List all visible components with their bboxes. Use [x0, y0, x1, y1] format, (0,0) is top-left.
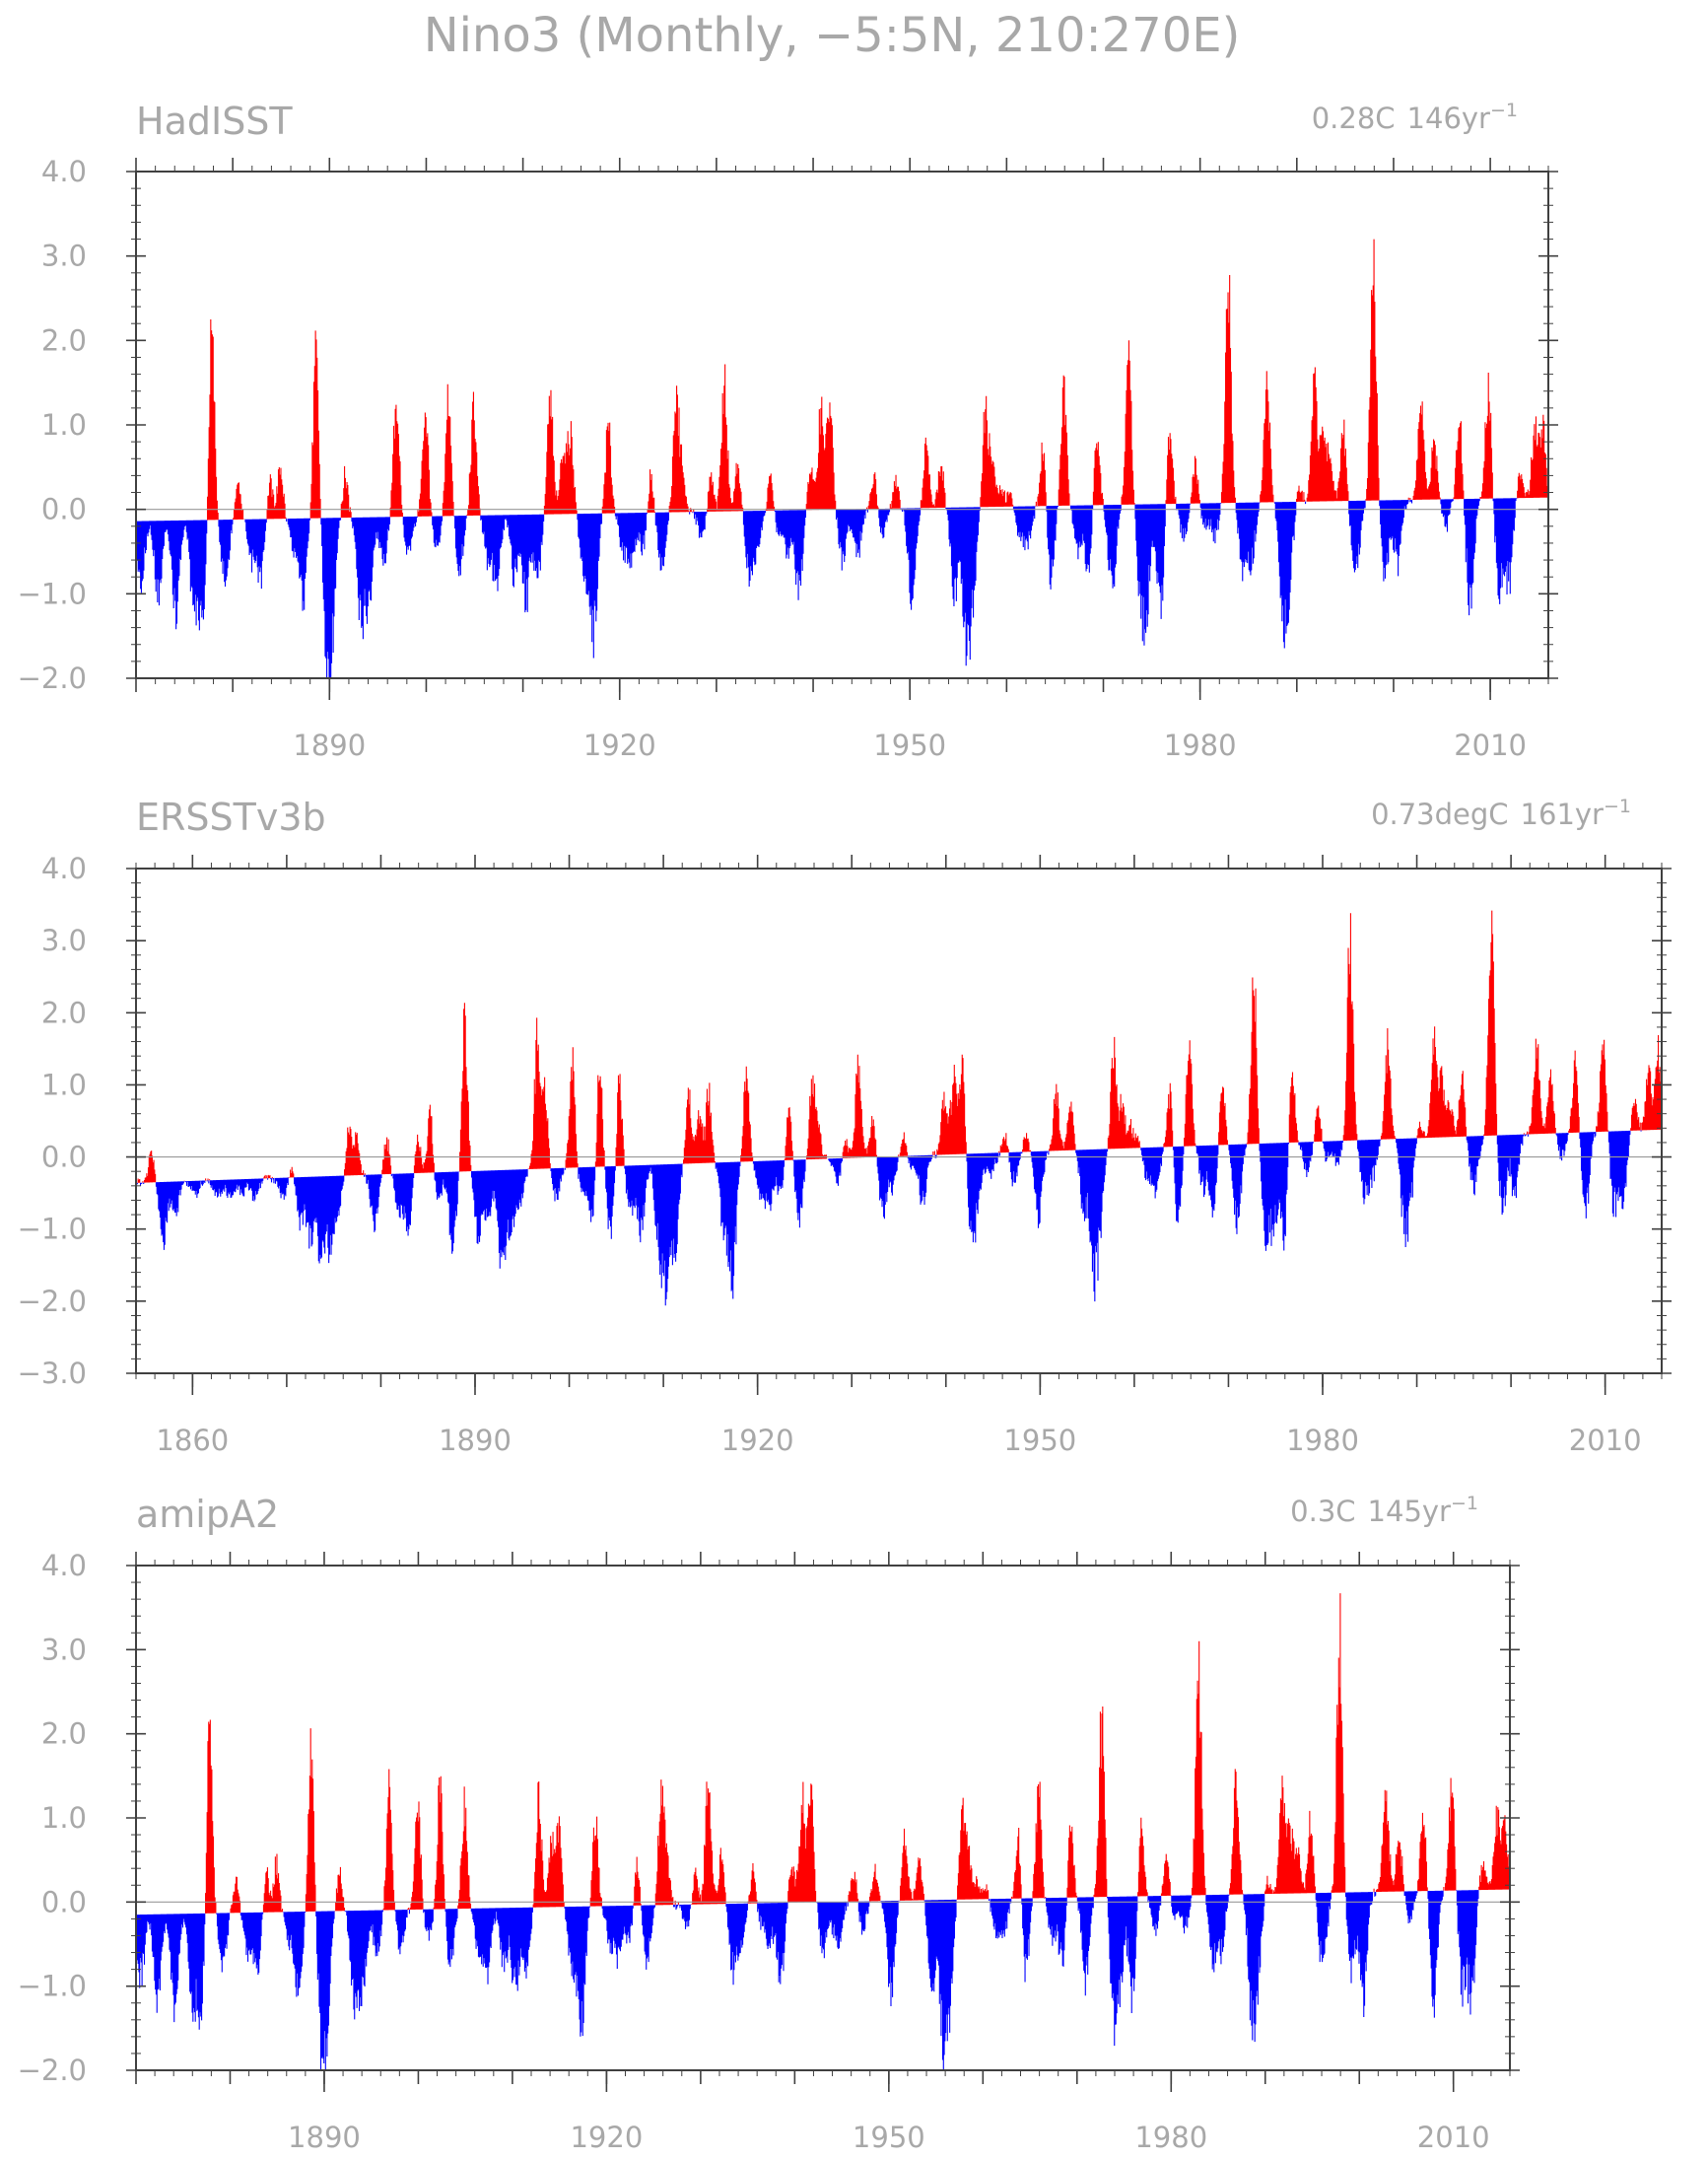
x-tick-label: 1890: [293, 729, 366, 762]
y-tick-label: 2.0: [41, 323, 87, 357]
positive-anomaly-bars: [206, 239, 1549, 521]
y-tick-label: 3.0: [41, 240, 87, 273]
y-tick-label: 0.0: [41, 1141, 87, 1174]
trend-period: 161yr: [1521, 798, 1605, 831]
negative-anomaly-bars: [136, 1130, 1642, 1306]
y-tick-label: −3.0: [18, 1357, 87, 1390]
trend-value: 0.3C: [1290, 1495, 1355, 1528]
y-tick-label: 3.0: [41, 924, 87, 957]
y-tick-label: 3.0: [41, 1633, 87, 1666]
y-tick-label: −1.0: [18, 577, 87, 610]
y-tick-label: −2.0: [18, 1285, 87, 1318]
y-tick-label: 4.0: [41, 155, 87, 188]
x-tick-label: 1890: [288, 2121, 361, 2154]
x-tick-label: 1920: [721, 1424, 794, 1457]
trend-period: 145yr: [1368, 1495, 1452, 1528]
y-tick-label: −1.0: [18, 1970, 87, 2003]
y-tick-label: 2.0: [41, 1717, 87, 1751]
panel-hadisst: HadISST 0.28C 146yr−1 4.0 3.0 2.0 1.0 0.0 −1.0 −2…: [18, 100, 1558, 762]
panel-amipa2: amipA2 0.3C 145yr−1 4.0 3.0 2.0 1.0 0.0 −1.0 −2.0…: [18, 1493, 1520, 2154]
negative-anomaly-bars: [136, 1890, 1479, 2070]
negative-anomaly-bars: [136, 498, 1518, 678]
trend-label: 0.73degC 161yr−1: [1371, 796, 1631, 831]
x-tick-label: 1980: [1286, 1424, 1359, 1457]
x-tick-label: 2010: [1417, 2121, 1490, 2154]
panel-title: amipA2: [136, 1493, 279, 1536]
x-tick-label: 1950: [1003, 1424, 1076, 1457]
x-tick-label: 2010: [1454, 729, 1527, 762]
plot-frame: [135, 171, 1549, 679]
y-tick-label: 0.0: [41, 493, 87, 526]
trend-label: 0.28C 146yr−1: [1312, 100, 1518, 135]
x-tick-label: 1920: [570, 2121, 643, 2154]
x-tick-label: 2010: [1569, 1424, 1642, 1457]
x-tick-label: 1890: [439, 1424, 512, 1457]
trend-exponent: −1: [1604, 796, 1631, 817]
y-tick-label: 2.0: [41, 996, 87, 1029]
y-tick-label: −2.0: [18, 2054, 87, 2087]
positive-anomaly-bars: [205, 1593, 1511, 1914]
x-tick-label: 1950: [873, 729, 946, 762]
x-tick-label: 1980: [1164, 729, 1237, 762]
y-tick-label: 4.0: [41, 1549, 87, 1582]
y-tick-label: 1.0: [41, 408, 87, 442]
panel-title: HadISST: [136, 100, 293, 143]
x-tick-label: 1860: [156, 1424, 229, 1457]
y-tick-label: 4.0: [41, 852, 87, 885]
trend-value: 0.73degC: [1371, 798, 1508, 831]
positive-anomaly-bars: [136, 910, 1663, 1183]
figure-title: Nino3 (Monthly, −5:5N, 210:270E): [424, 8, 1241, 63]
y-tick-label: −2.0: [18, 662, 87, 695]
trend-exponent: −1: [1451, 1493, 1478, 1514]
trend-exponent: −1: [1490, 100, 1518, 121]
y-tick-label: 1.0: [41, 1801, 87, 1835]
y-tick-label: 1.0: [41, 1068, 87, 1101]
x-tick-label: 1950: [853, 2121, 925, 2154]
trend-period: 146yr: [1407, 102, 1491, 135]
plot-frame: [135, 868, 1663, 1374]
x-tick-label: 1980: [1134, 2121, 1207, 2154]
y-tick-label: −1.0: [18, 1213, 87, 1246]
panel-ersstv3b: ERSSTv3b 0.73degC 161yr−1 4.0 3.0 2.0 1.0 0.0 −1…: [18, 796, 1672, 1457]
trend-label: 0.3C 145yr−1: [1290, 1493, 1478, 1528]
panel-title: ERSSTv3b: [136, 796, 326, 839]
x-tick-label: 1920: [583, 729, 656, 762]
plot-frame: [135, 1565, 1511, 2071]
trend-value: 0.28C: [1312, 102, 1396, 135]
y-tick-label: 0.0: [41, 1885, 87, 1918]
